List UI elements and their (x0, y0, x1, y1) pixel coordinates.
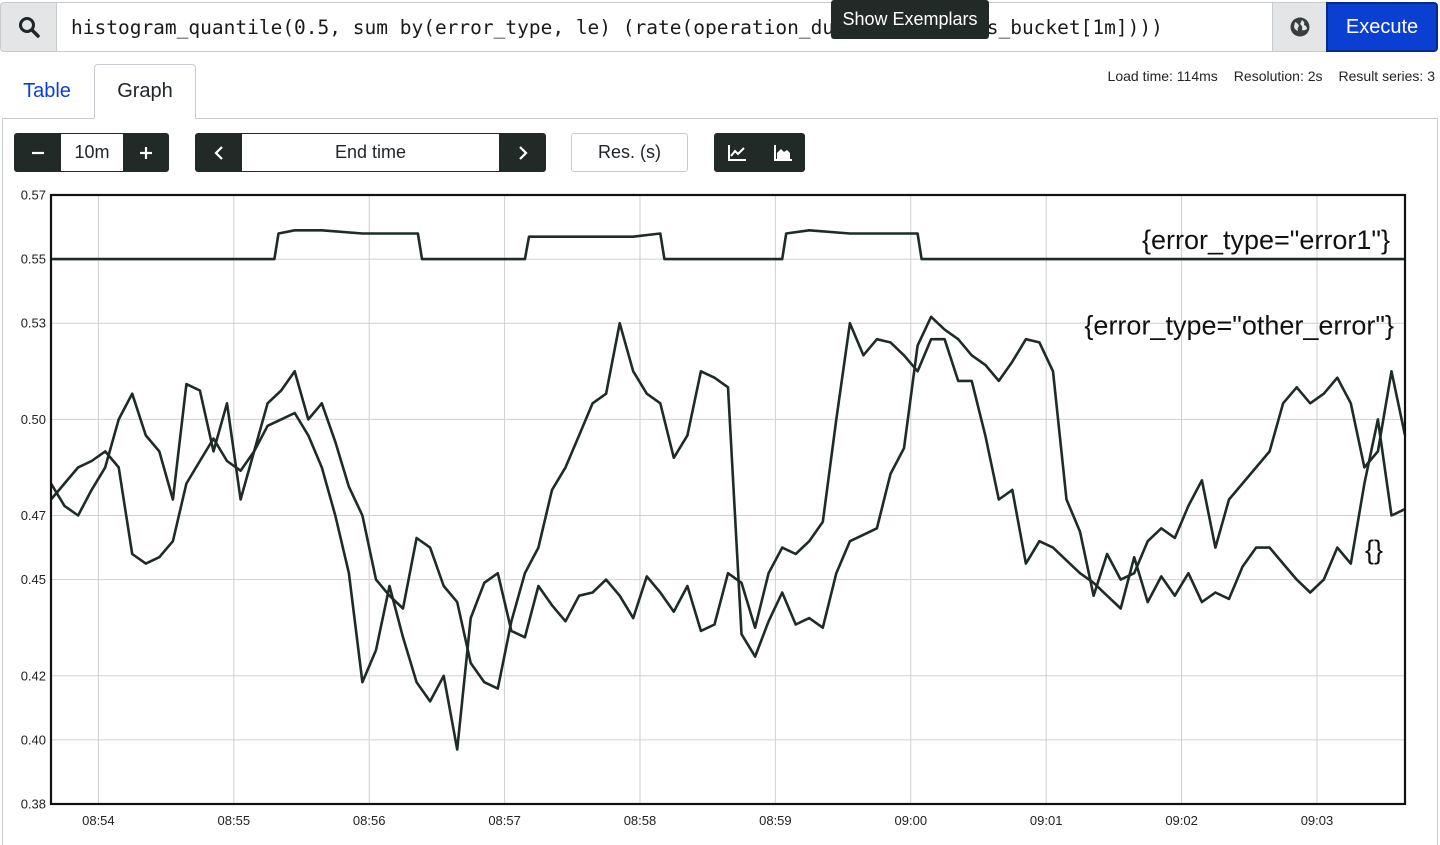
tab-table[interactable]: Table (23, 80, 71, 102)
search-button[interactable] (0, 2, 56, 52)
show-exemplars-button[interactable]: Show Exemplars (831, 0, 989, 39)
decrease-range-button[interactable] (14, 133, 61, 172)
x-tick-label: 09:02 (1165, 813, 1198, 828)
search-icon (18, 17, 40, 38)
time-series-chart[interactable]: 0.57 0.55 0.53 0.50 0.47 0.45 0.42 0.40 0.38 08:5… (0, 180, 1440, 845)
x-tick-label: 09:00 (895, 813, 928, 828)
area-chart-icon (773, 144, 792, 161)
query-bar: histogram_quantile(0.5, sum by(error_typ… (0, 0, 1440, 54)
range-control: 10m (14, 133, 169, 172)
series-line-0 (51, 228, 1405, 261)
next-time-button[interactable] (499, 133, 546, 172)
y-tick-label: 0.42 (21, 668, 46, 683)
increase-range-button[interactable] (123, 133, 169, 172)
plot-frame (49, 193, 1407, 806)
query-stats: Load time: 114ms Resolution: 2s Result s… (1108, 68, 1435, 84)
chart-type-toggle (714, 133, 805, 172)
y-tick-label: 0.38 (21, 797, 46, 812)
y-tick-label: 0.45 (21, 572, 46, 587)
y-tick-label: 0.50 (21, 412, 46, 427)
x-tick-label: 08:55 (218, 813, 251, 828)
line-chart-icon (728, 144, 746, 161)
x-tick-label: 08:58 (624, 813, 657, 828)
x-tick-label: 09:01 (1030, 813, 1063, 828)
end-time-input[interactable]: End time (242, 133, 499, 172)
graph-panel (2, 118, 1438, 845)
query-expression-input[interactable]: histogram_quantile(0.5, sum by(error_typ… (56, 2, 1273, 52)
y-tick-label: 0.53 (21, 316, 46, 331)
stacked-area-button[interactable] (760, 133, 805, 172)
y-tick-label: 0.57 (21, 188, 46, 203)
execute-button[interactable]: Execute (1326, 2, 1438, 52)
series-line-2 (49, 315, 1407, 690)
x-tick-label: 08:54 (82, 813, 115, 828)
plus-icon (140, 146, 152, 159)
resolution-input[interactable]: Res. (s) (571, 133, 688, 172)
chevron-right-icon (518, 145, 528, 160)
chevron-left-icon (213, 145, 223, 160)
previous-time-button[interactable] (195, 133, 242, 172)
series-label-2: {} (1365, 535, 1383, 565)
x-tick-label: 09:03 (1301, 813, 1334, 828)
range-input[interactable]: 10m (61, 133, 123, 172)
end-time-control: End time (195, 133, 546, 172)
x-tick-label: 08:56 (353, 813, 386, 828)
view-tabs: Table Graph (0, 64, 1440, 119)
tab-graph[interactable]: Graph (94, 64, 196, 119)
x-tick-label: 08:57 (488, 813, 521, 828)
query-expression-text: histogram_quantile(0.5, sum by(error_typ… (71, 15, 1163, 39)
unstacked-line-button[interactable] (714, 133, 760, 172)
y-tick-label: 0.55 (21, 252, 46, 267)
x-tick-label: 08:59 (759, 813, 792, 828)
globe-icon (1290, 17, 1309, 37)
series-label-0: {error_type="error1"} (1142, 225, 1390, 255)
y-tick-label: 0.40 (21, 732, 46, 747)
result-series: Result series: 3 (1338, 68, 1435, 84)
metrics-explorer-button[interactable] (1273, 2, 1327, 52)
series-line-1 (50, 321, 1406, 751)
minus-icon (31, 151, 44, 154)
resolution: Resolution: 2s (1233, 68, 1323, 84)
y-tick-label: 0.47 (21, 508, 46, 523)
load-time: Load time: 114ms (1107, 68, 1218, 84)
series-label-1: {error_type="other_error"} (1084, 310, 1394, 340)
